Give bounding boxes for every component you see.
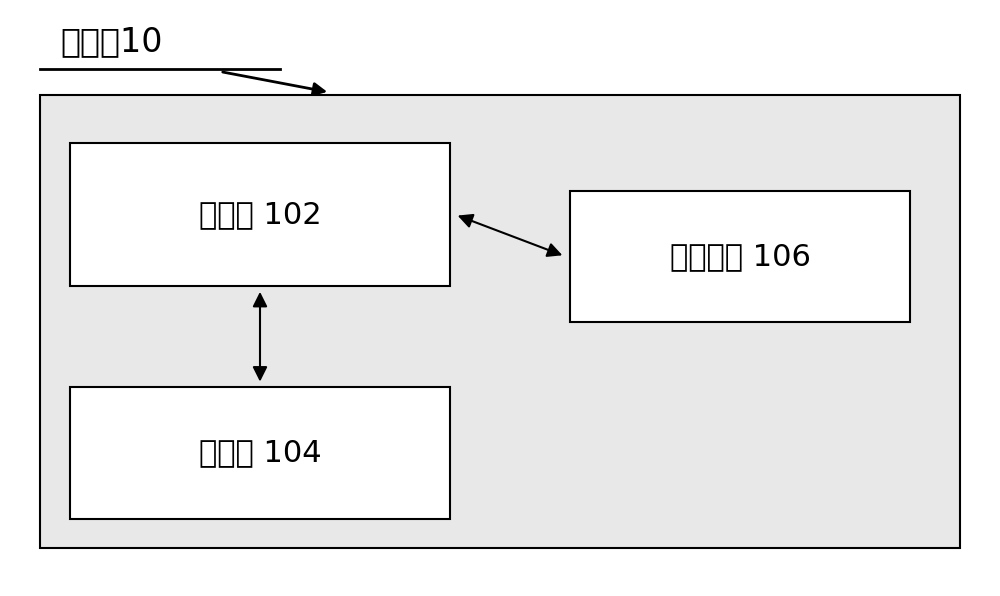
Text: 加密机10: 加密机10	[60, 25, 162, 58]
Text: 处理器 102: 处理器 102	[199, 200, 321, 229]
Bar	[570, 191, 910, 322]
Bar	[70, 387, 450, 519]
Text: 传输装置 106: 传输装置 106	[670, 242, 810, 271]
Bar	[40, 95, 960, 548]
Bar	[70, 143, 450, 286]
Text: 存储器 104: 存储器 104	[199, 439, 321, 467]
